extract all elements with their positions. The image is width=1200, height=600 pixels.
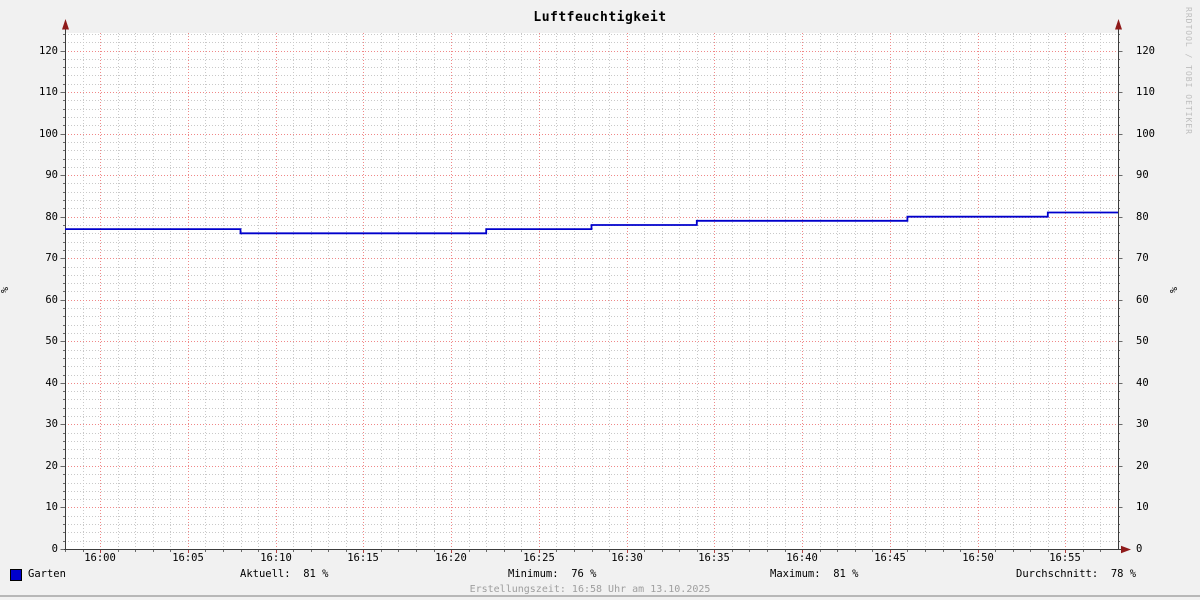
x-axis-tick-label: 16:00 (84, 552, 116, 564)
x-axis-tick-label: 16:15 (347, 552, 379, 564)
y-axis-tick-label-left: 10 (45, 501, 58, 513)
y-axis-tick-label-right: 110 (1136, 86, 1155, 98)
y-axis-tick-label-left: 60 (45, 294, 58, 306)
legend-swatch-garten (10, 569, 22, 581)
y-axis-tick-label-right: 100 (1136, 128, 1155, 140)
x-axis-tick-label: 16:35 (698, 552, 730, 564)
stat-minimum: Minimum: 76 % (508, 568, 597, 580)
x-axis-tick-label: 16:55 (1049, 552, 1081, 564)
y-axis-tick-label-left: 120 (39, 45, 58, 57)
y-axis-tick-label-left: 70 (45, 252, 58, 264)
stat-aktuell: Aktuell: 81 % (240, 568, 329, 580)
y-axis-tick-label-right: 30 (1136, 418, 1149, 430)
x-axis-tick-label: 16:05 (172, 552, 204, 564)
y-axis-tick-label-right: 90 (1136, 169, 1149, 181)
y-axis-tick-label-right: 20 (1136, 460, 1149, 472)
y-axis-tick-label-right: 40 (1136, 377, 1149, 389)
legend-series-label: Garten (28, 568, 66, 580)
stat-maximum: Maximum: 81 % (770, 568, 859, 580)
y-axis-tick-label-right: 50 (1136, 335, 1149, 347)
y-axis-tick-label-left: 40 (45, 377, 58, 389)
y-axis-tick-label-left: 110 (39, 86, 58, 98)
chart-title: Luftfeuchtigkeit (533, 10, 667, 25)
x-axis-tick-label: 16:30 (611, 552, 643, 564)
x-axis-tick-label: 16:45 (874, 552, 906, 564)
y-axis-tick-label-right: 60 (1136, 294, 1149, 306)
x-axis-tick-label: 16:25 (523, 552, 555, 564)
y-axis-tick-label-right: 0 (1136, 543, 1143, 555)
y-axis-tick-label-right: 70 (1136, 252, 1149, 264)
y-axis-tick-label-left: 80 (45, 211, 58, 223)
y-axis-tick-label-left: 50 (45, 335, 58, 347)
y-axis-tick-label-right: 10 (1136, 501, 1149, 513)
y-axis-tick-label-left: 30 (45, 418, 58, 430)
rrdtool-watermark: RRDTOOL / TOBI OETIKER (1184, 7, 1193, 135)
y-axis-tick-label-right: 80 (1136, 211, 1149, 223)
x-axis-tick-label: 16:20 (435, 552, 467, 564)
window-bottom-edge (0, 595, 1200, 597)
y-axis-unit-left: % (0, 286, 12, 294)
y-axis-unit-right: % (1169, 286, 1181, 294)
y-axis-tick-label-left: 0 (51, 543, 58, 555)
x-axis-tick-label: 16:10 (260, 552, 292, 564)
x-axis-tick-label: 16:40 (786, 552, 818, 564)
y-axis-tick-label-left: 90 (45, 169, 58, 181)
x-axis-tick-label: 16:50 (962, 552, 994, 564)
creation-time-note: Erstellungszeit: 16:58 Uhr am 13.10.2025 (469, 584, 711, 595)
y-axis-tick-label-left: 20 (45, 460, 58, 472)
stat-durchschnitt: Durchschnitt: 78 % (1016, 568, 1137, 580)
y-axis-tick-label-left: 100 (39, 128, 58, 140)
y-axis-tick-label-right: 120 (1136, 45, 1155, 57)
